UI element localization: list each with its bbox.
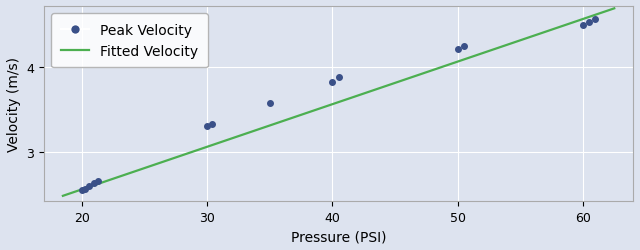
Point — [93, 180, 103, 184]
Y-axis label: Velocity (m/s): Velocity (m/s) — [7, 57, 21, 151]
Point — [207, 122, 217, 126]
Point — [590, 18, 600, 21]
Point — [84, 184, 94, 188]
Point — [202, 125, 212, 129]
Point — [89, 181, 99, 185]
Point — [459, 44, 469, 48]
Point — [77, 188, 87, 192]
Point — [333, 76, 344, 80]
Point — [578, 24, 588, 28]
Point — [584, 21, 595, 25]
Point — [81, 187, 91, 191]
Point — [452, 48, 463, 52]
X-axis label: Pressure (PSI): Pressure (PSI) — [291, 229, 387, 243]
Point — [264, 102, 275, 106]
Point — [327, 81, 337, 85]
Legend: Peak Velocity, Fitted Velocity: Peak Velocity, Fitted Velocity — [51, 14, 207, 68]
